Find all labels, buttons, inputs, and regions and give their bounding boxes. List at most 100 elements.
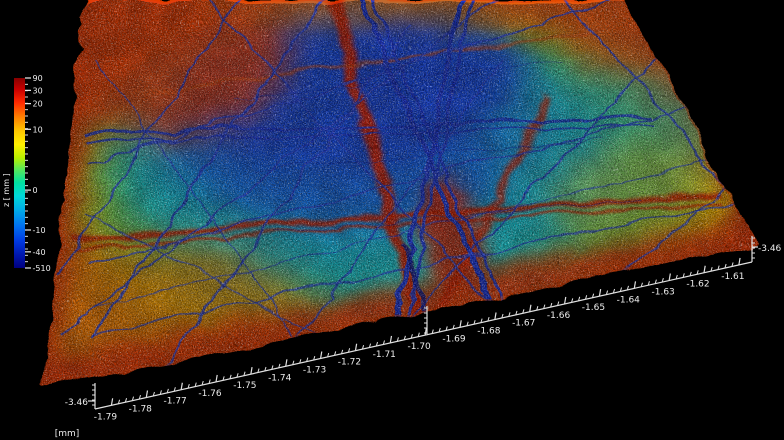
x-axis-minor-tick [522, 309, 525, 314]
x-axis-minor-tick [591, 293, 595, 298]
x-axis-minor-tick [682, 273, 685, 278]
x-axis-minor-tick [243, 371, 246, 376]
x-axis-minor-tick [166, 388, 169, 393]
x-axis-minor-tick [431, 329, 434, 334]
x-axis-major-tick [459, 320, 462, 328]
x-axis-minor-tick [452, 324, 455, 330]
x-axis-tick-label: -1.78 [129, 405, 153, 415]
x-axis-minor-tick [159, 390, 162, 395]
x-axis-major-tick [319, 351, 323, 359]
x-axis-tick-label: -1.65 [582, 303, 605, 313]
x-axis-major-tick [145, 390, 149, 398]
x-axis-tick-label: -1.79 [94, 412, 118, 422]
x-axis-major-tick [110, 398, 114, 406]
x-axis-minor-tick [445, 326, 448, 331]
x-axis-minor-tick [578, 296, 581, 301]
z-axis-label: z [ mm ] [2, 173, 11, 207]
x-axis-tick-label: -1.70 [407, 342, 431, 352]
x-axis-tick-label: -1.64 [617, 295, 641, 305]
x-axis-major-tick [180, 382, 183, 390]
x-axis-minor-tick [327, 352, 330, 358]
x-axis-major-tick [250, 367, 253, 375]
x-axis-minor-tick [138, 394, 141, 400]
x-axis-minor-tick [236, 373, 239, 378]
x-axis-minor-tick [292, 360, 295, 365]
x-axis-minor-tick [508, 312, 511, 317]
x-axis-minor-tick [208, 379, 211, 384]
depth-axis-right-label: -3.46 [758, 244, 782, 254]
x-axis-tick-label: -1.63 [651, 288, 674, 298]
x-axis-minor-tick [571, 298, 574, 303]
x-axis-minor-tick [480, 318, 483, 323]
x-axis-minor-tick [438, 327, 441, 333]
x-axis-minor-tick [403, 335, 406, 340]
depth-axis-left-label: -3.46 [65, 398, 89, 408]
x-axis-minor-tick [515, 310, 518, 315]
x-axis-major-tick [494, 312, 497, 320]
x-axis-minor-tick [271, 365, 274, 370]
colorbar: 90 30 20 10 0 -10 -40 -510 [14, 74, 51, 273]
x-axis-line [94, 261, 753, 410]
x-axis-minor-tick [334, 351, 337, 356]
surface-clipped-content [40, 0, 756, 386]
colorbar-tick-label: 90 [33, 74, 43, 83]
x-axis-minor-tick [550, 302, 553, 308]
x-axis-minor-tick [689, 271, 692, 277]
x-axis-minor-tick [619, 287, 623, 292]
x-axis-minor-tick [361, 345, 365, 350]
x-axis-major-tick [389, 335, 393, 344]
x-axis-minor-tick [717, 265, 720, 270]
colorbar-tick-label: 30 [33, 86, 43, 95]
x-axis-tick-label: -1.74 [268, 373, 292, 383]
x-axis-minor-tick [501, 313, 504, 319]
x-axis-tick-label: -1.71 [373, 350, 396, 360]
x-axis-minor-tick [647, 281, 650, 286]
x-axis-tick-label: -1.73 [303, 366, 326, 376]
x-axis-unit-label: [mm] [55, 429, 80, 439]
x-axis-minor-tick [710, 267, 713, 272]
colorbar-tick-label: 20 [33, 100, 43, 109]
x-axis-minor-tick [612, 288, 616, 294]
colorbar-tick-label: -510 [33, 264, 51, 273]
x-axis-major-tick [424, 328, 427, 336]
x-axis-minor-tick [131, 396, 135, 401]
x-axis-tick-label: -1.76 [198, 389, 222, 399]
x-axis-minor-tick [117, 399, 121, 404]
x-axis-minor-tick [396, 337, 399, 342]
x-axis-minor-tick [696, 270, 699, 275]
x-axis-minor-tick [264, 366, 267, 372]
x-axis-tick-label: -1.77 [163, 397, 186, 407]
x-axis-minor-tick [222, 376, 225, 381]
x-axis-tick-label: -1.61 [721, 272, 744, 282]
x-axis-minor-tick [410, 334, 413, 339]
x-axis-major-tick [633, 281, 637, 289]
x-axis-minor-tick [368, 343, 372, 348]
x-axis-tick-label: -1.72 [338, 358, 361, 368]
colorbar-tick-label: -40 [33, 248, 46, 257]
x-axis-minor-tick [306, 357, 309, 362]
x-axis-tick-label: -1.69 [442, 334, 466, 344]
x-axis-tick-label: -1.67 [512, 319, 535, 329]
colorbar-tick-label: 10 [33, 125, 43, 134]
x-axis-minor-tick [605, 290, 609, 295]
x-axis-minor-tick [201, 380, 204, 386]
x-axis-major-tick [738, 257, 741, 266]
x-axis-minor-tick [473, 320, 476, 325]
x-axis-minor-tick [341, 349, 344, 354]
x-axis-tick-label: -1.66 [547, 311, 571, 321]
x-axis-minor-tick [278, 363, 281, 369]
x-axis-minor-tick [417, 332, 420, 337]
x-axis-minor-tick [313, 355, 316, 361]
x-axis-minor-tick [152, 391, 155, 397]
x-axis-minor-tick [675, 274, 678, 280]
x-axis-major-tick [215, 374, 218, 383]
x-axis-minor-tick [487, 316, 490, 322]
x-axis-major-tick [354, 343, 358, 351]
x-axis-minor-tick [654, 279, 657, 284]
x-axis-minor-tick [229, 374, 232, 379]
ridge-band [726, 107, 756, 255]
x-axis-major-tick [703, 265, 706, 273]
x-axis-minor-tick [194, 382, 197, 387]
x-axis-major-tick [598, 289, 602, 297]
x-axis-minor-tick [536, 306, 539, 311]
